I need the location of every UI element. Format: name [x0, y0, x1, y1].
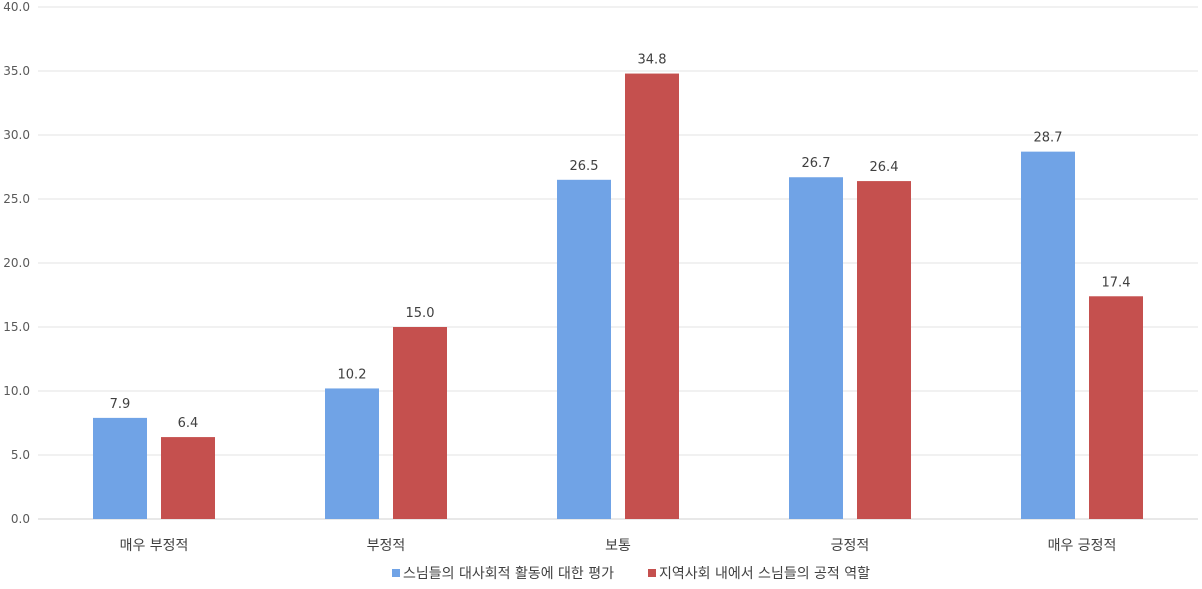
x-axis: 매우 부정적 부정적 보통 긍정적 매우 긍정적 [120, 538, 1117, 554]
data-label: 15.0 [406, 306, 435, 321]
y-tick-label: 30.0 [3, 128, 30, 142]
data-label: 26.4 [870, 160, 899, 175]
y-tick-label: 25.0 [3, 192, 30, 206]
legend: 스님들의 대사회적 활동에 대한 평가 지역사회 내에서 스님들의 공적 역할 [392, 566, 870, 582]
legend-swatch [392, 569, 400, 577]
bar-series-1-5 [1021, 151, 1075, 519]
y-tick-label: 35.0 [3, 64, 30, 78]
data-label: 6.4 [178, 416, 199, 431]
data-label: 10.2 [338, 367, 367, 382]
data-label: 34.8 [638, 53, 667, 68]
bar-series-2-2 [393, 327, 447, 519]
bar-series-2-3 [625, 73, 679, 519]
legend-label: 스님들의 대사회적 활동에 대한 평가 [403, 566, 614, 582]
bar-series-2-4 [857, 181, 911, 519]
bar-series-2-5 [1089, 296, 1143, 519]
data-label: 26.5 [570, 159, 599, 174]
data-label: 7.9 [110, 397, 131, 412]
y-tick-label: 15.0 [3, 320, 30, 334]
category-label: 매우 부정적 [120, 538, 189, 554]
data-label: 26.7 [802, 156, 831, 171]
category-label: 보통 [605, 538, 631, 554]
data-label: 28.7 [1034, 131, 1063, 146]
bar-series-2-1 [161, 437, 215, 519]
bar-series-1-2 [325, 388, 379, 519]
y-tick-label: 20.0 [3, 256, 30, 270]
bars [93, 73, 1143, 520]
legend-label: 지역사회 내에서 스님들의 공적 역할 [659, 566, 870, 582]
y-axis: 0.0 5.0 10.0 15.0 20.0 25.0 30.0 35.0 40.0 [3, 0, 30, 526]
category-label: 긍정적 [831, 538, 870, 554]
y-tick-label: 5.0 [11, 448, 30, 462]
bar-series-1-3 [557, 179, 611, 520]
y-tick-label: 10.0 [3, 384, 30, 398]
y-tick-label: 40.0 [3, 0, 30, 14]
category-label: 매우 긍정적 [1048, 538, 1117, 554]
category-label: 부정적 [367, 538, 406, 554]
bar-series-1-4 [789, 177, 843, 520]
bar-series-1-1 [93, 417, 147, 519]
gridlines [38, 6, 1198, 520]
data-label: 17.4 [1102, 275, 1131, 290]
data-labels: 7.9 6.4 10.2 15.0 26.5 34.8 26.7 26.4 28.7 17.4 [110, 53, 1131, 432]
legend-swatch [648, 569, 656, 577]
y-tick-label: 0.0 [11, 512, 30, 526]
